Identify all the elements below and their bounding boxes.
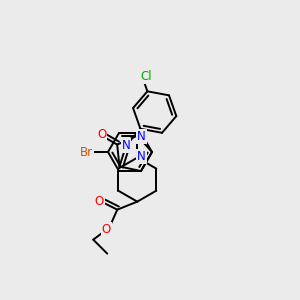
Text: O: O bbox=[102, 223, 111, 236]
Text: O: O bbox=[97, 128, 106, 141]
Text: O: O bbox=[95, 195, 104, 208]
Text: N: N bbox=[137, 130, 146, 143]
Text: Cl: Cl bbox=[140, 70, 152, 83]
Text: N: N bbox=[122, 139, 130, 152]
Text: N: N bbox=[137, 150, 146, 163]
Text: Br: Br bbox=[80, 146, 93, 158]
